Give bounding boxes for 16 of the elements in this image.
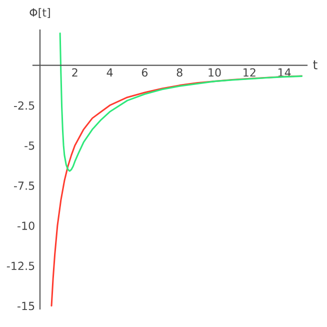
x-tick-label: 8 bbox=[176, 68, 182, 77]
y-tick-label: -10 bbox=[18, 222, 34, 230]
y-tick-label: -15 bbox=[18, 302, 34, 310]
x-tick-label: 10 bbox=[208, 68, 221, 77]
x-tick-label: 12 bbox=[244, 68, 256, 76]
y-tick-label: -12.5 bbox=[6, 262, 34, 270]
x-tick-label: 4 bbox=[106, 68, 113, 76]
y-tick-label: -5 bbox=[24, 142, 34, 150]
x-tick-label: 2 bbox=[72, 68, 78, 76]
x-tick-label: 14 bbox=[278, 68, 291, 76]
y-axis-title: Φ[t] bbox=[30, 8, 50, 18]
x-tick-label: 6 bbox=[142, 68, 148, 77]
y-tick-label: -2.5 bbox=[14, 101, 34, 110]
line-series bbox=[59, 32, 303, 172]
y-tick-label: -7.5 bbox=[14, 182, 34, 190]
x-axis-title: t bbox=[313, 60, 318, 70]
